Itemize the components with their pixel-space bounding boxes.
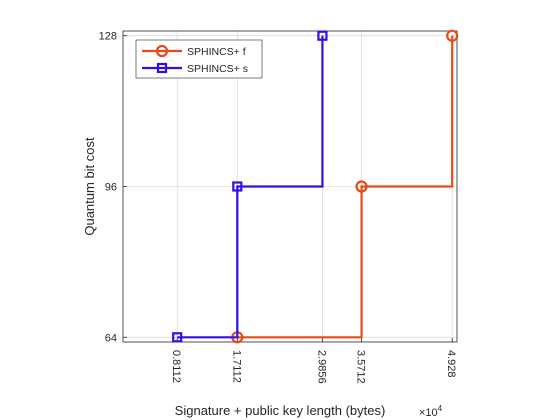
legend-label: SPHINCS+ s (187, 63, 248, 75)
x-axis-label: Signature + public key length (bytes) (175, 403, 386, 418)
series-line (177, 35, 324, 339)
x-tick-label: 0.8112 (170, 350, 182, 383)
legend-marker (155, 44, 169, 58)
x-tick-label: 2.9856 (315, 350, 327, 384)
data-point (355, 180, 368, 193)
legend: SPHINCS+ f SPHINCS+ s (135, 39, 263, 79)
data-point (172, 332, 183, 343)
data-point (446, 29, 459, 42)
series-0 (231, 29, 459, 344)
x-tick-label: 1.7112 (230, 350, 242, 383)
series-line (237, 35, 454, 339)
x-axis-exponent-power: 4 (438, 404, 443, 413)
x-axis-exponent-base: ×10 (419, 407, 438, 419)
axis-ticks: 0.8112 1.7112 2.9856 3.5712 4.928 64 96 128 (99, 31, 458, 384)
x-tick-label: 3.5712 (355, 350, 367, 384)
y-axis-label: Quantum bit cost (82, 137, 97, 236)
data-point (317, 30, 328, 41)
x-axis-exponent: ×104 (419, 404, 443, 419)
y-tick-label: 64 (105, 332, 117, 344)
data-point (232, 181, 243, 192)
series-layer (172, 29, 459, 344)
legend-item: SPHINCS+ s (142, 62, 248, 75)
legend-item: SPHINCS+ f (142, 44, 246, 58)
legend-marker (156, 62, 168, 74)
x-tick-label: 4.928 (445, 350, 457, 378)
y-tick-label: 128 (99, 31, 117, 43)
legend-label: SPHINCS+ f (187, 46, 246, 58)
series-1 (172, 30, 328, 343)
y-tick-label: 96 (105, 182, 117, 194)
